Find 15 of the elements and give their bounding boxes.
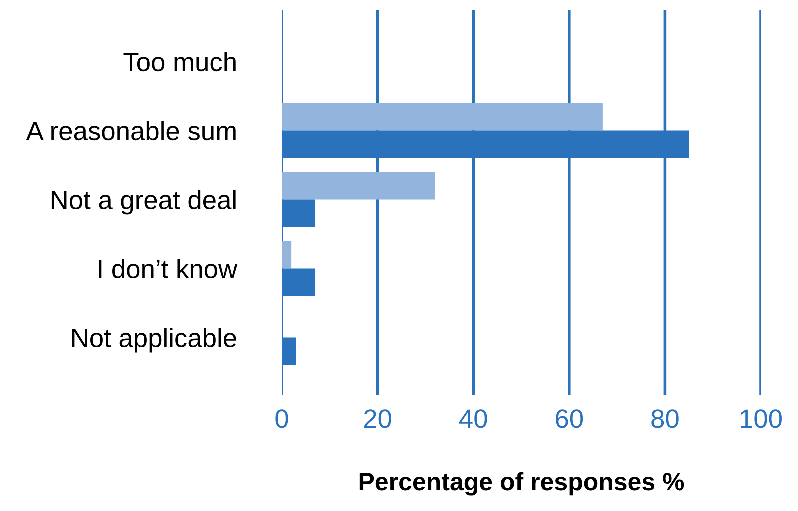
y-tick-label: A reasonable sum <box>26 121 236 141</box>
bar <box>282 172 436 200</box>
y-tick-label: Not applicable <box>72 328 236 353</box>
x-tick-label: 20 <box>364 410 392 428</box>
x-axis-title: Percentage of responses % <box>360 472 684 496</box>
y-tick-label: I don’t know <box>99 259 238 279</box>
x-tick-label: 0 <box>276 410 288 428</box>
bar <box>282 241 292 269</box>
x-tick-label: 80 <box>652 410 679 428</box>
x-tick-label: 40 <box>460 410 488 428</box>
x-tick-label: 60 <box>556 410 584 428</box>
y-tick-label: Too much <box>124 52 236 72</box>
y-tick-label: Not a great deal <box>52 190 236 215</box>
x-tick-label: 100 <box>741 410 782 428</box>
bar <box>282 103 603 131</box>
